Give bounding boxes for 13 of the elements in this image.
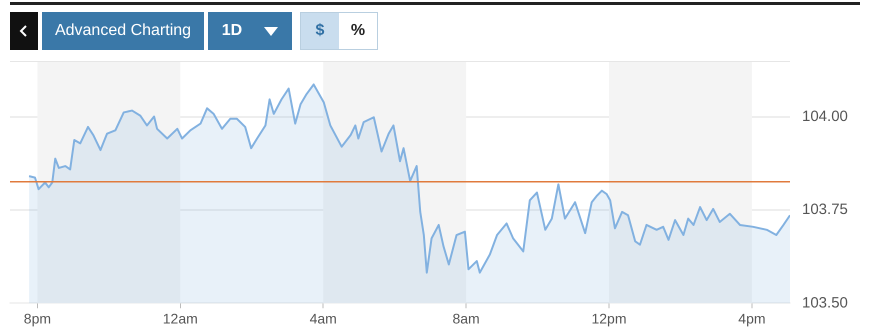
- y-tick-label: 103.75: [802, 201, 848, 218]
- text: 1D: [222, 22, 242, 40]
- x-tick-label: 4am: [310, 310, 337, 326]
- x-tick-label: 8am: [452, 310, 480, 326]
- y-tick-label: 104.00: [802, 108, 848, 126]
- x-tick-label: 12pm: [591, 310, 627, 326]
- text: $: [301, 13, 339, 49]
- x-tick-label: 4pm: [738, 310, 766, 326]
- x-tick-label: 12am: [162, 310, 198, 326]
- y-tick-label: 103.50: [802, 294, 848, 312]
- text: %: [339, 13, 377, 49]
- text: Advanced Charting: [42, 12, 204, 50]
- x-tick-label: 8pm: [24, 310, 52, 326]
